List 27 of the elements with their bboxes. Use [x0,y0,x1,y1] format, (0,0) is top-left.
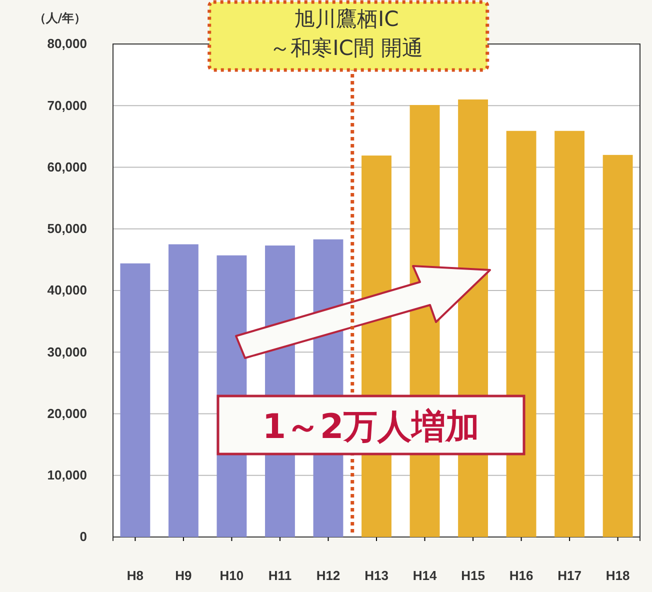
x-tick-label: H9 [175,568,192,584]
x-tick-label: H14 [412,568,438,584]
x-tick-label: H11 [268,568,292,584]
y-tick-label: 70,000 [47,98,87,113]
x-tick-label: H8 [126,568,144,584]
y-tick-label: 20,000 [47,406,87,421]
y-tick-label: 80,000 [47,36,87,52]
y-tick-label: 60,000 [47,159,87,174]
x-tick-label: H10 [220,568,244,584]
x-tick-label: H12 [316,568,340,584]
y-tick-label: 0 [80,529,87,544]
bar [602,154,633,537]
x-tick-label: H18 [606,568,630,584]
y-axis-title: （人/年） [34,11,86,25]
y-tick-label: 50,000 [47,221,87,236]
y-tick-label: 10,000 [47,468,87,483]
y-tick-label: 30,000 [47,344,87,360]
bar [168,244,198,537]
bar [120,263,150,537]
annotation: 旭川鷹栖IC ～和寒IC間 開通 [270,7,424,60]
bar [554,130,584,537]
annotation: 1～2万人増加 [262,407,480,447]
x-tick-label: H13 [364,568,388,584]
y-tick-label: 40,000 [47,282,87,298]
x-tick-label: H17 [558,568,582,584]
x-tick-label: H15 [461,568,485,584]
x-tick-label: H16 [509,568,534,584]
